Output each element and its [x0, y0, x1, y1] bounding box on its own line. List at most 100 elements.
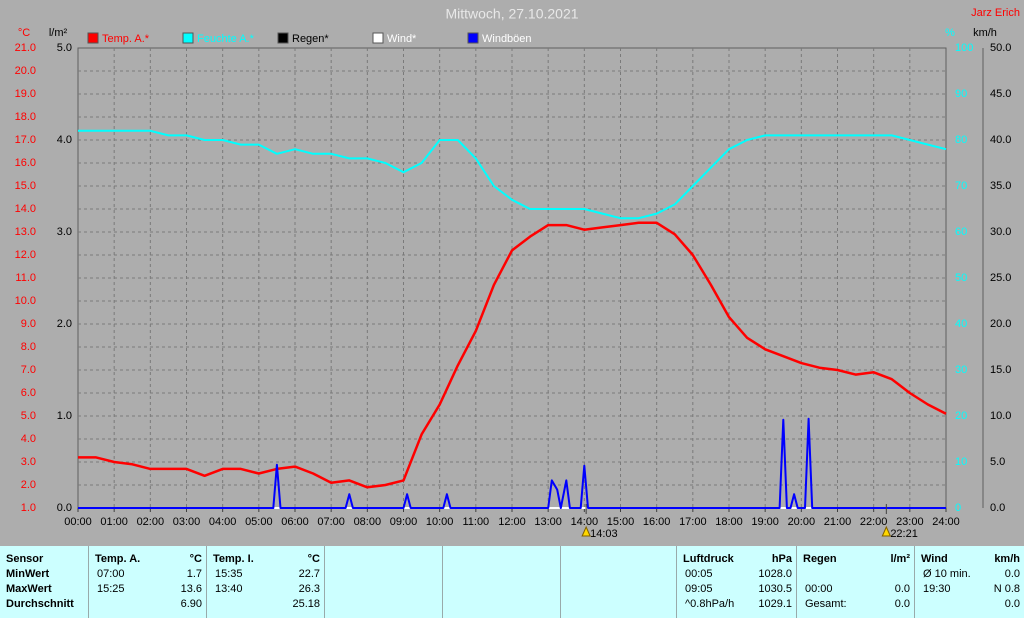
- x-tick-label: 05:00: [245, 516, 273, 528]
- y-tick-label: 9.0: [21, 318, 36, 330]
- legend-swatch: [87, 32, 99, 44]
- y-tick-label: 17.0: [15, 134, 36, 146]
- y-tick-label: 15.0: [15, 180, 36, 192]
- value: 1028.0: [758, 568, 792, 580]
- y-tick-label: 45.0: [990, 88, 1011, 100]
- y-tick-label: 0: [955, 502, 961, 514]
- time: 15:25: [97, 583, 125, 595]
- column: Wind km/h Ø 10 min. 0.0 19:30 N 0.8 0.0: [914, 546, 1024, 618]
- y-tick-label: 30.0: [990, 226, 1011, 238]
- time: ^0.8hPa/h: [685, 598, 735, 610]
- y-tick-label: 15.0: [990, 364, 1011, 376]
- time: 13:40: [215, 583, 243, 595]
- x-tick-label: 00:00: [64, 516, 92, 528]
- axis-title: %: [945, 27, 955, 39]
- time: 00:00: [805, 583, 833, 595]
- value: 25.18: [292, 598, 320, 610]
- unit: hPa: [771, 553, 792, 565]
- time: Gesamt:: [805, 598, 847, 610]
- y-tick-label: 0.0: [57, 502, 72, 514]
- x-tick-label: 04:00: [209, 516, 237, 528]
- legend-label: Temp. A.*: [102, 33, 150, 45]
- y-tick-label: 1.0: [57, 410, 72, 422]
- x-tick-label: 20:00: [788, 516, 816, 528]
- y-tick-label: 11.0: [15, 272, 36, 284]
- y-tick-label: 20.0: [990, 318, 1011, 330]
- legend-label: Wind*: [387, 33, 417, 45]
- time: Ø 10 min.: [923, 568, 971, 580]
- column: Regen l/m² 00:00 0.0 Gesamt: 0.0: [796, 546, 914, 618]
- value: 0.0: [894, 583, 910, 595]
- y-tick-label: 70: [955, 180, 967, 192]
- value: 1029.1: [758, 598, 792, 610]
- header: Temp. A.: [95, 553, 141, 565]
- row-label: MinWert: [6, 568, 50, 580]
- y-tick-label: 10.0: [15, 295, 36, 307]
- y-tick-label: 18.0: [15, 111, 36, 123]
- annotation-label: 22:21: [890, 528, 918, 540]
- value: 6.90: [180, 598, 202, 610]
- x-tick-label: 19:00: [751, 516, 779, 528]
- time: 07:00: [97, 568, 125, 580]
- x-tick-label: 12:00: [498, 516, 526, 528]
- series-line: [78, 417, 946, 509]
- y-tick-label: 4.0: [57, 134, 72, 146]
- x-tick-label: 23:00: [896, 516, 924, 528]
- y-tick-label: 21.0: [15, 42, 36, 54]
- time: 00:05: [685, 568, 713, 580]
- x-tick-label: 24:00: [932, 516, 960, 528]
- header: Luftdruck: [683, 553, 734, 565]
- value: 0.0: [1004, 598, 1020, 610]
- y-tick-label: 3.0: [21, 456, 36, 468]
- x-tick-label: 11:00: [462, 516, 489, 528]
- author: Jarz Erich: [971, 7, 1020, 19]
- y-tick-label: 5.0: [990, 456, 1005, 468]
- value: 26.3: [298, 583, 320, 595]
- x-tick-label: 09:00: [390, 516, 418, 528]
- legend-label: Windböen: [482, 33, 532, 45]
- x-tick-label: 21:00: [824, 516, 852, 528]
- legend-swatch: [277, 32, 289, 44]
- y-tick-label: 20.0: [15, 65, 36, 77]
- y-tick-label: 10: [955, 456, 967, 468]
- unit: l/m²: [890, 553, 910, 565]
- y-tick-label: 4.0: [21, 433, 36, 445]
- time: 15:35: [215, 568, 243, 580]
- y-tick-label: 8.0: [21, 341, 36, 353]
- value: 22.7: [298, 568, 320, 580]
- y-tick-label: 40: [955, 318, 967, 330]
- header: Temp. I.: [213, 553, 254, 565]
- y-tick-label: 40.0: [990, 134, 1011, 146]
- x-tick-label: 06:00: [281, 516, 309, 528]
- value: 13.6: [180, 583, 202, 595]
- x-tick-label: 01:00: [100, 516, 128, 528]
- y-tick-label: 1.0: [21, 502, 36, 514]
- axis-title: l/m²: [49, 27, 68, 39]
- y-tick-label: 20: [955, 410, 967, 422]
- y-tick-label: 5.0: [57, 42, 72, 54]
- y-tick-label: 25.0: [990, 272, 1011, 284]
- header: Wind: [921, 553, 948, 565]
- x-tick-label: 13:00: [534, 516, 562, 528]
- legend-label: Feuchte A.*: [197, 33, 255, 45]
- column: Luftdruck hPa 00:05 1028.0 09:05 1030.5 ^0.…: [676, 546, 796, 618]
- x-tick-label: 18:00: [715, 516, 743, 528]
- column: Temp. I. °C 15:35 22.7 13:40 26.3 25.18: [206, 546, 324, 618]
- y-tick-label: 30: [955, 364, 967, 376]
- value: N 0.8: [993, 583, 1020, 595]
- value: 1.7: [186, 568, 202, 580]
- axis-title: °C: [18, 27, 30, 39]
- y-tick-label: 14.0: [15, 203, 36, 215]
- x-tick-label: 14:00: [571, 516, 599, 528]
- header: Regen: [803, 553, 837, 565]
- legend-swatch: [182, 32, 194, 44]
- y-tick-label: 100: [955, 42, 973, 54]
- x-tick-label: 15:00: [607, 516, 635, 528]
- annotation-label: 14:03: [590, 528, 618, 540]
- row-label: Durchschnitt: [6, 598, 74, 610]
- x-tick-label: 07:00: [317, 516, 345, 528]
- header: Sensor: [6, 553, 44, 565]
- x-tick-label: 17:00: [679, 516, 707, 528]
- value: 0.0: [894, 598, 910, 610]
